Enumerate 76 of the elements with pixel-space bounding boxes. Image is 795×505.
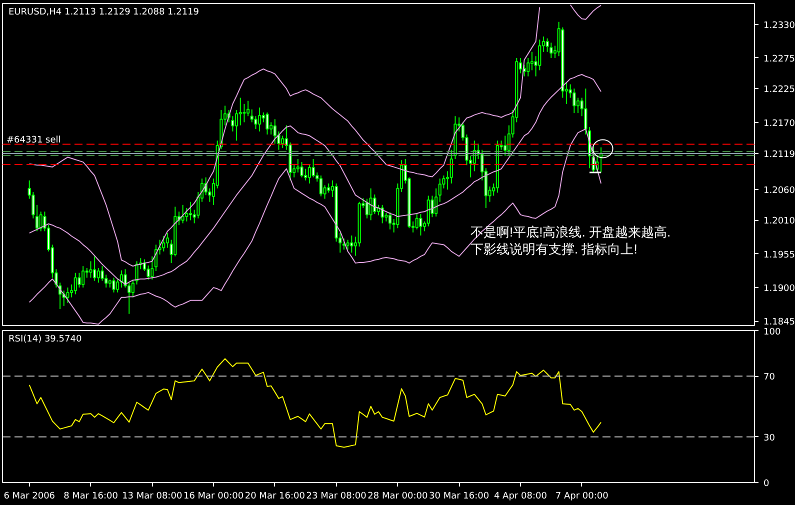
candlestick xyxy=(74,272,77,295)
x-tick-label: 4 Apr 08:00 xyxy=(494,492,548,502)
chart-title: EURUSD,H4 1.2113 1.2129 1.2088 1.2119 xyxy=(8,8,200,18)
y-tick-label: 1.2170 xyxy=(764,118,795,129)
candlestick xyxy=(342,238,346,250)
chart-title: RSI(14) 39.5740 xyxy=(8,334,82,344)
candlestick xyxy=(82,266,85,288)
candlestick xyxy=(319,175,323,197)
y-tick-label: 1.2275 xyxy=(764,54,795,64)
candlestick xyxy=(166,232,170,248)
candlestick xyxy=(300,162,304,178)
candlestick xyxy=(350,235,354,254)
candlestick xyxy=(266,112,269,136)
candlestick xyxy=(66,287,70,304)
candlestick xyxy=(246,100,250,117)
candlestick xyxy=(39,211,42,232)
candlestick xyxy=(388,212,392,230)
candlestick xyxy=(504,135,507,156)
candlestick xyxy=(93,256,96,282)
candlestick xyxy=(308,164,311,184)
candlestick xyxy=(572,88,576,114)
candlestick xyxy=(426,195,430,227)
y-tick-label: 1.1845 xyxy=(764,318,795,328)
x-tick-label: 8 Mar 16:00 xyxy=(64,492,118,502)
candlestick xyxy=(150,256,154,280)
candlestick xyxy=(258,107,262,132)
candlestick xyxy=(112,277,116,293)
y-tick-label: 1.1955 xyxy=(764,250,795,260)
candlestick xyxy=(188,201,192,221)
candlestick xyxy=(162,236,166,252)
candlestick xyxy=(434,188,438,218)
candlestick xyxy=(438,178,442,202)
candlestick xyxy=(296,158,300,173)
y-tick-label: 70 xyxy=(764,372,776,383)
candlestick xyxy=(550,42,553,58)
candlestick xyxy=(419,214,422,236)
candlestick xyxy=(369,188,372,221)
x-tick-label: 16 Mar 00:00 xyxy=(183,492,244,502)
y-tick-label: 30 xyxy=(764,433,776,444)
x-tick-label: 28 Mar 00:00 xyxy=(368,492,428,502)
ref-line-label: #64331 sell xyxy=(6,136,61,146)
annotation: 下影线说明有支撑. 指标向上! xyxy=(470,242,638,256)
candlestick xyxy=(365,198,369,219)
line-series xyxy=(28,358,602,448)
candlestick xyxy=(238,97,242,126)
y-tick-label: 1.1900 xyxy=(764,284,795,294)
x-tick-label: 20 Mar 16:00 xyxy=(244,492,306,502)
x-tick-label: 7 Apr 00:00 xyxy=(555,492,609,502)
candlestick xyxy=(242,103,246,123)
candlestick xyxy=(35,204,39,232)
candlestick xyxy=(96,267,100,284)
candlestick xyxy=(234,110,238,142)
y-tick-label: 100 xyxy=(764,328,781,338)
annotation: 不是啊!平底!高浪线. 开盘越来越高. xyxy=(470,224,671,240)
x-tick-label: 23 Mar 08:00 xyxy=(306,492,367,502)
candlestick xyxy=(281,135,284,148)
y-tick-label: 1.2119 xyxy=(764,150,795,160)
y-tick-label: 1.2010 xyxy=(764,216,795,227)
candlestick xyxy=(78,272,81,288)
candlestick xyxy=(584,88,588,136)
x-tick-label: 30 Mar 16:00 xyxy=(429,492,490,502)
candlestick xyxy=(526,57,530,77)
y-tick-label: 1.2330 xyxy=(764,20,795,31)
candlestick xyxy=(327,182,330,194)
y-tick-label: 1.2060 xyxy=(764,186,795,196)
x-tick-label: 13 Mar 08:00 xyxy=(122,492,182,502)
candlestick xyxy=(185,207,188,222)
candlestick xyxy=(181,204,184,224)
y-tick-label: 0 xyxy=(764,479,770,489)
x-tick-label: 6 Mar 2006 xyxy=(4,492,56,502)
candlestick xyxy=(346,239,350,250)
candlestick xyxy=(530,51,534,71)
y-tick-label: 1.2225 xyxy=(764,85,795,96)
candlestick xyxy=(89,260,92,278)
candlestick xyxy=(312,158,315,178)
candlestick xyxy=(373,194,376,215)
